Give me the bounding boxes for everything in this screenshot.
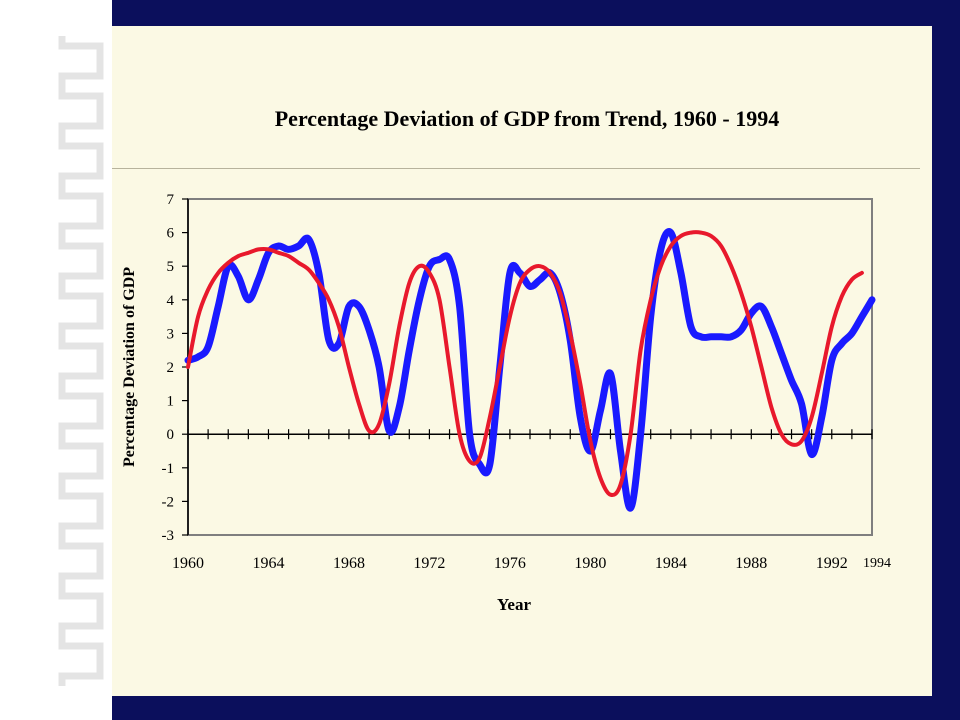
y-tick-label: -3 (162, 528, 175, 544)
x-tick-label-1994: 1994 (863, 556, 891, 571)
x-tick-label: 1980 (574, 555, 606, 572)
left-decoration-strip (0, 0, 112, 720)
x-axis-label: Year (497, 595, 531, 614)
y-axis-ticks: -3 -2 -1 0 1 2 3 4 5 6 7 (162, 192, 188, 544)
x-axis-ticks: 1960 1964 1968 1972 1976 1980 1984 1988 1992 (172, 429, 873, 572)
x-tick-label: 1964 (252, 555, 284, 572)
y-tick-label: 4 (167, 293, 175, 309)
series-line-trend (186, 230, 864, 498)
y-tick-label: 1 (167, 394, 175, 410)
y-axis-label: Percentage Deviation of GDP (121, 267, 138, 467)
y-tick-label: 7 (167, 192, 175, 208)
y-tick-label: 0 (167, 427, 175, 443)
y-tick-label: 3 (167, 326, 175, 342)
x-tick-label: 1992 (816, 555, 848, 572)
series-layer (184, 228, 876, 512)
x-tick-label: 1972 (413, 555, 445, 572)
x-tick-label: 1968 (333, 555, 365, 572)
slide-panel: Percentage Deviation of GDP from Trend, … (112, 26, 932, 696)
y-tick-label: -1 (162, 461, 175, 477)
x-tick-label: 1984 (655, 555, 687, 572)
frame-right-border (932, 0, 960, 720)
slide-title: Percentage Deviation of GDP from Trend, … (274, 106, 780, 131)
plot-area (187, 198, 873, 536)
y-tick-label: -2 (162, 494, 175, 510)
y-tick-label: 6 (167, 226, 175, 242)
frame-top-border (112, 0, 960, 26)
y-tick-label: 5 (167, 259, 175, 275)
title-divider (112, 168, 920, 169)
x-tick-label: 1960 (172, 555, 204, 572)
frame-bottom-border (112, 696, 960, 720)
x-tick-label: 1988 (735, 555, 767, 572)
x-tick-label: 1976 (494, 555, 526, 572)
series-line-actual (184, 228, 876, 512)
y-tick-label: 2 (167, 360, 175, 376)
notebook-rings-decoration (58, 36, 104, 686)
